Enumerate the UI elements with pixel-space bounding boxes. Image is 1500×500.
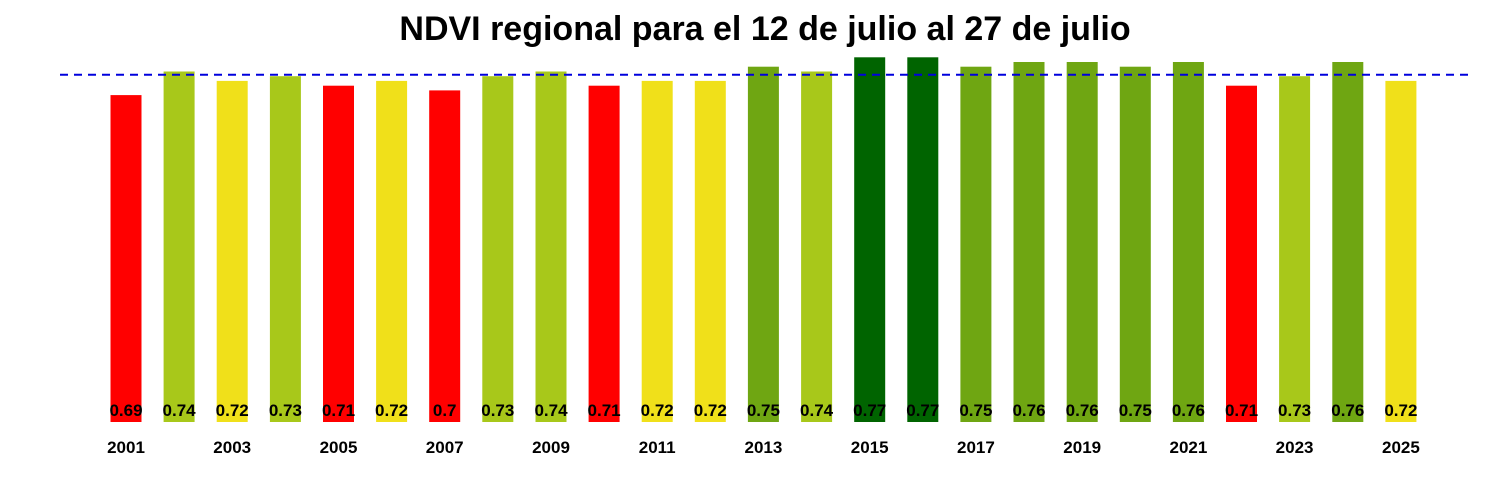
- bar-2004: [269, 76, 301, 422]
- bar-2022: [1226, 85, 1257, 422]
- x-tick-label-2007: 2007: [426, 438, 464, 457]
- chart-title: NDVI regional para el 12 de julio al 27 …: [399, 10, 1131, 48]
- value-label-2012: 0.72: [694, 401, 727, 420]
- value-label-2024: 0.76: [1331, 401, 1364, 420]
- value-label-2006: 0.72: [375, 401, 408, 420]
- value-label-2008: 0.73: [481, 401, 514, 420]
- bar-2005: [323, 85, 354, 422]
- value-label-2022: 0.71: [1225, 401, 1258, 420]
- value-label-2005: 0.71: [322, 401, 355, 420]
- value-label-2023: 0.73: [1278, 401, 1311, 420]
- value-label-2018: 0.76: [1012, 401, 1045, 420]
- bar-2024: [1332, 62, 1364, 422]
- x-tick-label-2009: 2009: [532, 438, 570, 457]
- value-label-2017: 0.75: [959, 401, 992, 420]
- value-label-2001: 0.69: [109, 401, 142, 420]
- x-tick-label-2013: 2013: [744, 438, 782, 457]
- bar-2012: [694, 80, 726, 423]
- bar-2015: [854, 57, 886, 423]
- value-label-2021: 0.76: [1172, 401, 1205, 420]
- x-tick-label-2021: 2021: [1169, 438, 1207, 457]
- value-label-2015: 0.77: [853, 401, 886, 420]
- bar-2008: [482, 76, 514, 422]
- bar-2021: [1172, 62, 1204, 422]
- value-label-2020: 0.75: [1119, 401, 1152, 420]
- bar-2003: [216, 80, 248, 423]
- bar-2010: [588, 85, 620, 422]
- x-tick-label-2019: 2019: [1063, 438, 1101, 457]
- x-tick-label-2011: 2011: [639, 438, 676, 457]
- value-label-2002: 0.74: [163, 401, 197, 420]
- bar-2020: [1119, 66, 1151, 422]
- value-label-2009: 0.74: [534, 401, 568, 420]
- value-label-2016: 0.77: [906, 401, 939, 420]
- x-tick-label-2017: 2017: [957, 438, 995, 457]
- bars-group: [110, 57, 1417, 423]
- bar-2001: [110, 95, 142, 422]
- x-tick-label-2003: 2003: [213, 438, 251, 457]
- value-label-2019: 0.76: [1066, 401, 1099, 420]
- value-label-2010: 0.71: [588, 401, 621, 420]
- bar-2009: [535, 71, 567, 422]
- value-label-2014: 0.74: [800, 401, 834, 420]
- x-tick-label-2001: 2001: [107, 438, 145, 457]
- bar-2018: [1013, 62, 1045, 422]
- x-tick-label-2015: 2015: [851, 438, 889, 457]
- value-label-2013: 0.75: [747, 401, 780, 420]
- bar-2006: [376, 80, 408, 423]
- value-label-2025: 0.72: [1384, 401, 1417, 420]
- x-tick-label-2005: 2005: [320, 438, 358, 457]
- x-axis-ticks: 2001 2003 2005 2007 2009 2011 2013 2015 2017 2019…: [107, 438, 1420, 457]
- bar-2023: [1279, 76, 1311, 422]
- bar-2025: [1385, 80, 1417, 423]
- value-label-2007: 0.7: [433, 401, 457, 420]
- bar-2016: [907, 57, 939, 423]
- value-label-2004: 0.73: [269, 401, 302, 420]
- x-tick-label-2023: 2023: [1276, 438, 1314, 457]
- value-label-2003: 0.72: [216, 401, 249, 420]
- bar-2017: [960, 66, 992, 422]
- x-tick-label-2025: 2025: [1382, 438, 1420, 457]
- value-labels-group: 0.69 0.74 0.72 0.73 0.71 0.72 0.7 0.73 0.74 0.71 0…: [109, 401, 1417, 420]
- bar-2013: [747, 66, 779, 422]
- value-label-2011: 0.72: [641, 401, 674, 420]
- bar-2014: [801, 71, 833, 422]
- bar-2011: [641, 80, 673, 423]
- bar-2002: [163, 71, 195, 422]
- bar-2007: [429, 90, 461, 423]
- bar-2019: [1066, 62, 1098, 422]
